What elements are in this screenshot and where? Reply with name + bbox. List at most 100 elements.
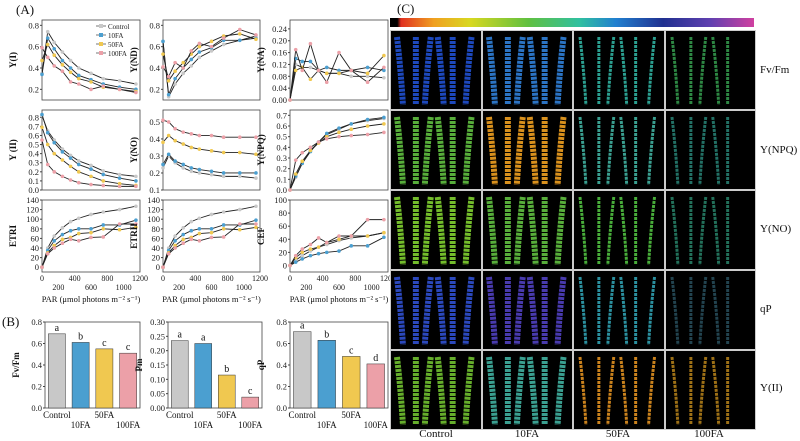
y-axis-label: Pm	[134, 358, 144, 371]
plant-shape	[697, 36, 707, 106]
plant-shape	[647, 36, 657, 106]
data-point-50fa	[254, 37, 258, 41]
data-point-10fa	[173, 159, 177, 163]
significance-letter: a	[300, 321, 305, 332]
series-line-50fa	[41, 226, 136, 268]
x-tick-label: 200	[173, 283, 185, 292]
data-point-control	[221, 42, 226, 47]
plant-shape	[485, 116, 498, 186]
data-point-10fa	[197, 227, 202, 231]
data-point-10fa	[68, 228, 73, 233]
x-tick-label: 0	[288, 274, 292, 283]
y-tick-label: 0.5	[28, 140, 39, 150]
significance-letter: a	[55, 323, 60, 334]
data-point-100fa	[52, 170, 57, 174]
y-tick-label: 0.20	[150, 346, 165, 356]
data-point-control	[209, 212, 214, 217]
data-point-100fa	[337, 234, 341, 238]
y-tick-label: 0	[35, 262, 39, 272]
fluorescence-image-50fa-yno	[574, 191, 664, 269]
data-point-50fa	[89, 174, 93, 179]
data-point-100fa	[337, 50, 341, 55]
y-tick-label: 0.24	[272, 24, 288, 34]
series-line-100fa	[289, 131, 384, 191]
series-line-control	[162, 35, 257, 99]
chart-qp: 0.0 0.2 0.4 0.6 0.8 qP a Control b 10FA c 50FA d 100F…	[256, 317, 388, 430]
bar-control	[171, 340, 189, 409]
y-tick-label: 100	[147, 214, 160, 224]
data-point-100fa	[117, 184, 122, 189]
data-point-control	[197, 171, 202, 175]
data-point-control	[189, 64, 194, 68]
data-point-10fa	[76, 162, 81, 167]
data-point-50fa	[209, 230, 214, 235]
y-tick-label: 0.6	[28, 42, 39, 52]
y-tick-label: 0.4	[149, 63, 160, 73]
data-point-10fa	[337, 249, 341, 253]
legend-label: Control	[108, 23, 129, 31]
data-point-50fa	[134, 225, 138, 230]
data-point-10fa	[189, 228, 194, 233]
plant-shape	[554, 196, 567, 266]
x-axis-label: PAR (μmol photons m⁻² s⁻¹)	[162, 294, 261, 304]
data-point-50fa	[209, 39, 214, 44]
data-point-100fa	[68, 178, 73, 182]
data-point-50fa	[197, 231, 202, 236]
data-point-100fa	[349, 68, 354, 73]
x-tick-label: 800	[222, 274, 234, 283]
series-line-50fa	[289, 123, 384, 191]
fluorescence-image-10fa-yno	[482, 191, 572, 269]
plant-shape	[394, 276, 406, 346]
plot-frame	[41, 199, 141, 273]
data-point-50fa	[293, 172, 298, 176]
y-tick-label: 0.0	[276, 403, 287, 413]
data-point-control	[237, 174, 242, 179]
data-point-50fa	[197, 147, 202, 151]
data-point-10fa	[181, 232, 186, 237]
y-tick-label: 80	[31, 224, 40, 234]
plant-shape	[434, 276, 447, 346]
data-point-control	[117, 79, 122, 83]
data-point-100fa	[382, 217, 386, 222]
image-row-label: Fv/Fm	[760, 64, 790, 76]
data-point-10fa	[382, 235, 386, 240]
y-tick-label: 0.2	[276, 164, 287, 174]
series-line-control	[41, 30, 137, 85]
data-point-10fa	[237, 38, 242, 43]
panel-label-a: (A)	[16, 2, 35, 17]
data-point-50fa	[68, 70, 73, 75]
data-point-10fa	[40, 72, 44, 77]
data-point-50fa	[349, 127, 354, 131]
series-line-100fa	[162, 223, 256, 268]
data-point-100fa	[117, 222, 122, 226]
data-point-10fa	[324, 250, 329, 255]
data-point-100fa	[60, 174, 65, 179]
plant-shape	[554, 276, 567, 346]
data-point-control	[45, 29, 50, 34]
data-point-10fa	[324, 65, 329, 70]
y-axis-label: qP	[256, 359, 266, 370]
x-tick-label: 50FA	[341, 410, 361, 420]
fluorescence-image-control-qp	[391, 271, 481, 349]
y-tick-label: 0.2	[31, 382, 42, 392]
data-point-100fa	[324, 80, 329, 85]
data-point-10fa	[254, 218, 258, 222]
data-point-10fa	[308, 253, 313, 258]
series-line-50fa	[162, 134, 257, 155]
series-line-100fa	[289, 42, 385, 101]
data-point-100fa	[60, 69, 65, 73]
plant-shape	[710, 356, 720, 426]
series-line-50fa	[162, 33, 257, 82]
y-tick-label: 100	[26, 214, 39, 224]
plant-shape	[647, 356, 657, 426]
fluorescence-image-100fa-qp	[665, 271, 755, 349]
data-point-100fa	[365, 80, 370, 85]
plot-frame	[162, 109, 261, 191]
data-point-100fa	[254, 222, 258, 226]
x-tick-label: 100FA	[364, 420, 389, 430]
y-axis-label: ETRI	[8, 225, 18, 248]
plot-frame	[289, 19, 389, 101]
series-line-100fa	[41, 223, 136, 268]
data-point-100fa	[288, 188, 292, 192]
